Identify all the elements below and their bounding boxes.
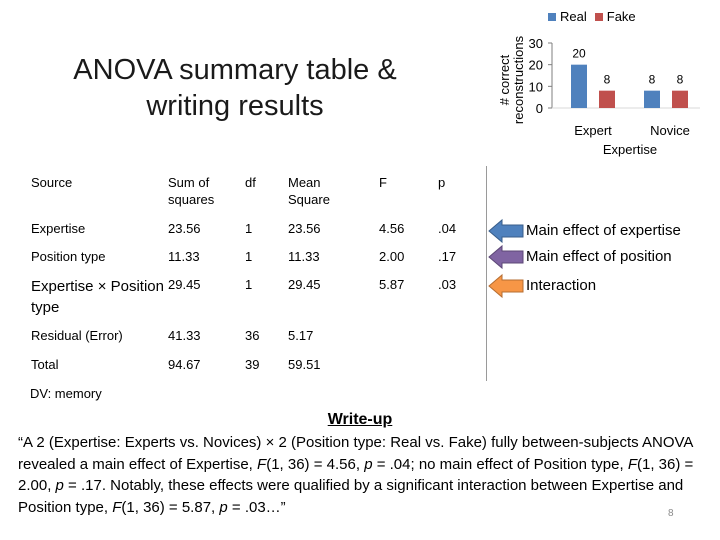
cell-df: 1	[245, 221, 253, 236]
writeup-run: = .03…”	[227, 498, 286, 516]
anova-table: Source Sum of squares df Mean Square F p…	[20, 166, 486, 381]
writeup-italic-run: F	[112, 498, 122, 516]
legend-label-real: Real	[560, 9, 587, 24]
cell-source: Total	[31, 357, 59, 372]
y-tick-label: 30	[529, 36, 543, 51]
cell-f: 2.00	[379, 249, 405, 264]
writeup-italic-run: p	[55, 477, 64, 494]
bar-chart: Real Fake # correct reconstructions 30 20…	[0, 0, 720, 170]
writeup-run: = .17. Notably, these effects were quali…	[18, 477, 684, 516]
left-arrow-icon	[488, 218, 524, 244]
cell-ms: 59.51	[288, 357, 321, 372]
cell-f: 4.56	[379, 221, 405, 236]
annotation-label: Main effect of expertise	[526, 222, 681, 239]
header-df: df	[245, 175, 256, 190]
x-tick-label-novice: Novice	[650, 123, 690, 138]
bar-fake-novice	[672, 90, 688, 108]
writeup-heading: Write-up	[327, 411, 393, 428]
cell-ss: 41.33	[168, 328, 201, 343]
left-arrow-icon	[488, 244, 524, 270]
bar-real-novice	[644, 90, 660, 108]
cell-ss: 23.56	[168, 221, 201, 236]
cell-p: .04	[438, 221, 457, 236]
header-f: F	[379, 175, 387, 190]
cell-df: 36	[245, 328, 260, 343]
annotation-position: Main effect of position	[488, 244, 718, 270]
cell-ss: 29.45	[168, 277, 201, 292]
cell-source: Residual (Error)	[31, 328, 123, 343]
legend-item-real: Real	[548, 9, 587, 24]
cell-source: Expertise	[31, 221, 86, 236]
chart-legend: Real Fake	[548, 9, 636, 24]
cell-ms: 29.45	[288, 277, 321, 292]
legend-swatch-real	[548, 12, 556, 21]
cell-df: 39	[245, 357, 260, 372]
writeup-italic-run: F	[257, 455, 267, 473]
header-ss: Sum of squares	[168, 175, 215, 207]
cell-f: 5.87	[379, 277, 405, 292]
dv-note: DV: memory	[30, 386, 102, 401]
writeup-run: (1, 36) = 2.00,	[18, 455, 694, 495]
bar-real-expert	[571, 64, 587, 108]
cell-ms: 11.33	[288, 249, 320, 264]
writeup-run: (1, 36) = 4.56,	[266, 455, 365, 473]
data-label: 8	[677, 73, 684, 87]
annotation-label: Interaction	[526, 277, 597, 294]
bar-fake-expert	[599, 90, 615, 108]
chart-plot-area: 30 20 10 0 20 8 Expert 8 8 Novice Expertise	[529, 36, 700, 157]
data-label: 8	[604, 73, 611, 87]
y-tick-label: 20	[529, 58, 543, 73]
y-tick-label: 10	[529, 79, 543, 94]
cell-df: 1	[245, 249, 253, 264]
cell-source: Expertise × Position type	[31, 278, 164, 316]
cell-ss: 11.33	[168, 249, 200, 264]
cell-source: Position type	[31, 249, 106, 264]
annotation-interaction: Interaction	[488, 273, 718, 299]
header-ms: Mean Square	[288, 175, 330, 207]
data-label: 20	[572, 47, 586, 61]
cell-p: .03	[438, 277, 457, 292]
slide-title: ANOVA summary table & writing results	[73, 54, 397, 122]
header-p: p	[438, 175, 446, 190]
writeup-italic-run: p	[219, 498, 228, 516]
writeup-italic-run: p	[364, 455, 373, 473]
annotation-expertise: Main effect of expertise	[488, 218, 718, 244]
cell-ms: 23.56	[288, 221, 321, 236]
writeup-italic-run: F	[627, 455, 637, 473]
writeup-run: (1, 36) = 5.87,	[121, 498, 220, 516]
x-tick-label-expert: Expert	[574, 123, 612, 138]
cell-p: .17	[438, 249, 457, 264]
writeup-run: “A 2 (Expertise: Experts vs. Novices) × …	[18, 434, 693, 473]
data-label: 8	[649, 73, 656, 87]
table-divider	[486, 166, 487, 381]
header-source: Source	[31, 175, 73, 190]
annotation-label: Main effect of position	[526, 248, 672, 265]
page-number: 8	[668, 508, 674, 519]
legend-item-fake: Fake	[594, 9, 636, 24]
writeup-run: = .04; no main effect of Position type,	[372, 455, 628, 473]
legend-label-fake: Fake	[606, 9, 636, 24]
cell-df: 1	[245, 277, 253, 292]
y-tick-label: 0	[536, 101, 543, 116]
cell-ms: 5.17	[288, 328, 314, 343]
writeup-paragraph: “A 2 (Expertise: Experts vs. Novices) × …	[18, 432, 708, 518]
cell-ss: 94.67	[168, 357, 201, 372]
left-arrow-icon	[488, 273, 524, 299]
legend-swatch-fake	[594, 12, 603, 21]
x-axis-label: Expertise	[603, 142, 657, 157]
